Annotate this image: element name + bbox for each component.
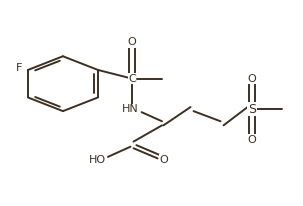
Text: C: C — [128, 74, 136, 84]
Text: F: F — [16, 63, 22, 73]
Text: O: O — [248, 74, 256, 84]
Text: O: O — [248, 135, 256, 145]
Text: O: O — [128, 37, 136, 47]
Text: O: O — [159, 155, 168, 165]
Text: HN: HN — [122, 104, 139, 114]
Text: HO: HO — [89, 155, 106, 165]
Text: S: S — [248, 103, 256, 116]
